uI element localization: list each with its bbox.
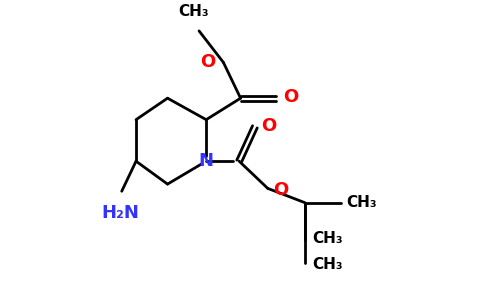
Text: O: O (200, 53, 215, 71)
Text: CH₃: CH₃ (346, 195, 377, 210)
Text: O: O (261, 117, 276, 135)
Text: CH₃: CH₃ (178, 4, 209, 20)
Text: O: O (273, 181, 289, 199)
Text: H₂N: H₂N (101, 204, 139, 222)
Text: O: O (283, 88, 298, 106)
Text: N: N (199, 152, 214, 170)
Text: CH₃: CH₃ (312, 257, 343, 272)
Text: CH₃: CH₃ (312, 231, 343, 246)
